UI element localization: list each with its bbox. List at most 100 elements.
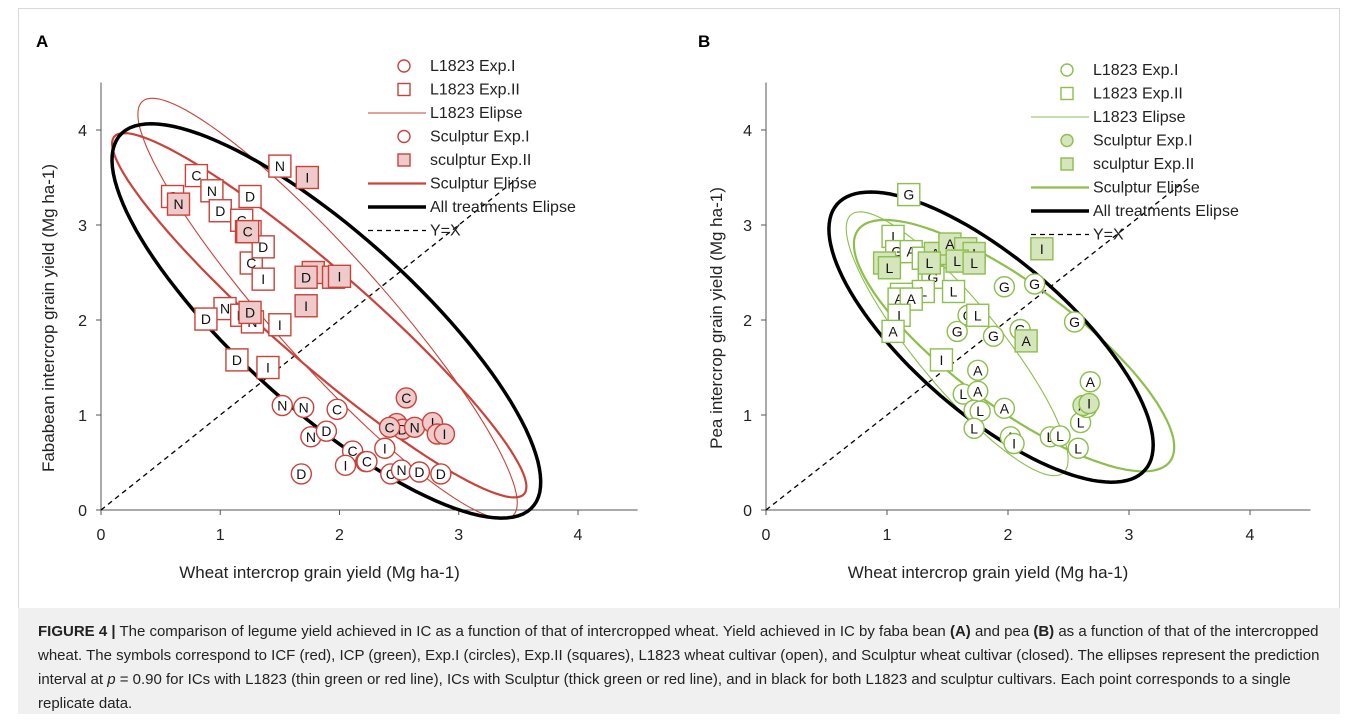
data-point-label: N [173, 196, 183, 212]
data-point-label: I [442, 426, 446, 442]
data-point-square [166, 192, 191, 216]
data-point-label: I [383, 440, 387, 456]
data-point-label: N [220, 301, 230, 317]
data-point-circle [395, 387, 417, 409]
data-point-square [897, 182, 921, 207]
y-axis-title: Fababean intercrop grain yield (Mg ha-1) [39, 164, 58, 472]
y-tick-label: 4 [78, 123, 87, 140]
legend-label: All treatments Elipse [430, 199, 576, 216]
data-point-label: G [999, 279, 1010, 295]
data-point-square [238, 184, 262, 209]
legend-label: L1823 Elipse [1093, 109, 1186, 126]
data-point-label: D [321, 423, 331, 439]
legend-circle-swatch [1060, 133, 1074, 148]
data-point-circle [378, 416, 401, 439]
data-point-label: L [1056, 428, 1064, 444]
data-point-label: C [348, 443, 358, 459]
x-tick-label: 2 [1004, 527, 1013, 544]
panel-letter: A [36, 32, 48, 51]
figure-caption: FIGURE 4 | The comparison of legume yiel… [18, 608, 1340, 714]
legend-circle-swatch [397, 129, 411, 144]
caption-text-1: The comparison of legume yield achieved … [115, 623, 950, 640]
data-point-label: L [976, 403, 984, 419]
data-point-label: D [414, 464, 424, 480]
legend-label: Sculptur Exp.I [430, 129, 530, 146]
legend-label: Sculptur Elipse [1093, 180, 1200, 197]
data-point-circle [356, 450, 378, 473]
data-point-square [225, 348, 249, 372]
data-point-circle [1003, 432, 1025, 455]
data-point-label: N [396, 462, 406, 478]
data-point-label: I [431, 415, 435, 431]
data-point-label: I [1087, 396, 1091, 412]
data-point-square [929, 348, 954, 372]
x-tick-label: 0 [97, 527, 106, 544]
data-point-label: D [245, 304, 255, 320]
legend-label: Sculptur Elipse [430, 176, 537, 193]
panel-b-chart: B 0 1 2 3 4 0 1 2 3 4 Wheat intercrop grain yield (… [698, 32, 1311, 582]
data-point-square [881, 319, 905, 344]
data-point-label: A [907, 244, 917, 260]
data-point-label: A [1000, 400, 1010, 416]
data-point-square [877, 256, 902, 280]
data-point-label: I [305, 170, 309, 186]
data-point-label: I [897, 307, 901, 323]
data-point-label: L [959, 386, 967, 402]
data-point-label: I [261, 271, 265, 287]
y-tick-label: 1 [743, 408, 752, 425]
data-point-circle [1067, 437, 1089, 459]
data-point-label: D [301, 269, 311, 285]
data-point-label: A [1021, 333, 1031, 349]
data-point-square [941, 279, 966, 304]
data-point-label: L [950, 284, 958, 300]
data-point-label: A [973, 362, 983, 378]
data-point-label: I [338, 268, 342, 284]
y-tick-label: 2 [743, 313, 752, 330]
data-point-label: L [886, 260, 894, 276]
data-point-label: A [888, 323, 898, 339]
data-point-square [962, 251, 986, 275]
legend-label: L1823 Exp.I [430, 58, 515, 75]
data-point-label: C [191, 168, 201, 184]
data-point-circle [334, 454, 357, 477]
y-tick-label: 1 [78, 408, 87, 425]
panel-a-chart: A 0 1 2 3 4 0 1 2 3 4 Wheat intercrop grain yield (… [36, 32, 638, 582]
caption-text-3: as a function of that of the intercroppe… [38, 623, 1320, 688]
data-point-circle [430, 463, 452, 485]
y-tick-label: 4 [743, 123, 752, 140]
data-point-label: C [401, 390, 411, 406]
data-point-square [327, 264, 352, 288]
legend-square-swatch [397, 82, 411, 97]
data-point-label: N [410, 419, 420, 435]
data-point-square [1014, 329, 1038, 353]
data-point-label: N [299, 399, 309, 415]
x-tick-label: 1 [216, 527, 225, 544]
data-point-label: I [266, 360, 270, 376]
data-point-circle [1063, 311, 1086, 333]
data-point-label: L [970, 420, 978, 436]
caption-text-2: and pea [970, 623, 1034, 640]
data-point-label: L [953, 253, 961, 269]
data-point-square [268, 313, 292, 337]
y-tick-label: 2 [78, 313, 87, 330]
legend-label: All treatments Elipse [1093, 203, 1239, 220]
data-point-label: L [970, 255, 978, 271]
data-point-label: D [232, 352, 242, 368]
caption-label: FIGURE 4 | [38, 623, 116, 640]
data-point-label: I [304, 298, 308, 314]
data-point-circle [967, 359, 989, 382]
data-point-square [235, 219, 260, 244]
x-tick-label: 2 [335, 527, 344, 544]
data-point-label: N [207, 183, 217, 199]
data-point-circle [993, 276, 1016, 298]
x-axis-title: Wheat intercrop grain yield (Mg ha-1) [848, 563, 1129, 582]
caption-ref-b: (B) [1033, 623, 1055, 640]
data-point-square [295, 165, 320, 190]
data-point-label: L [925, 255, 933, 271]
data-point-label: N [277, 398, 287, 414]
data-point-circle [982, 325, 1005, 347]
legend-label: Sculptur Exp.I [1093, 133, 1193, 150]
legend-label: L1823 Exp.II [1093, 86, 1183, 103]
data-point-label: L [974, 307, 982, 323]
legend-circle-swatch [397, 59, 411, 73]
